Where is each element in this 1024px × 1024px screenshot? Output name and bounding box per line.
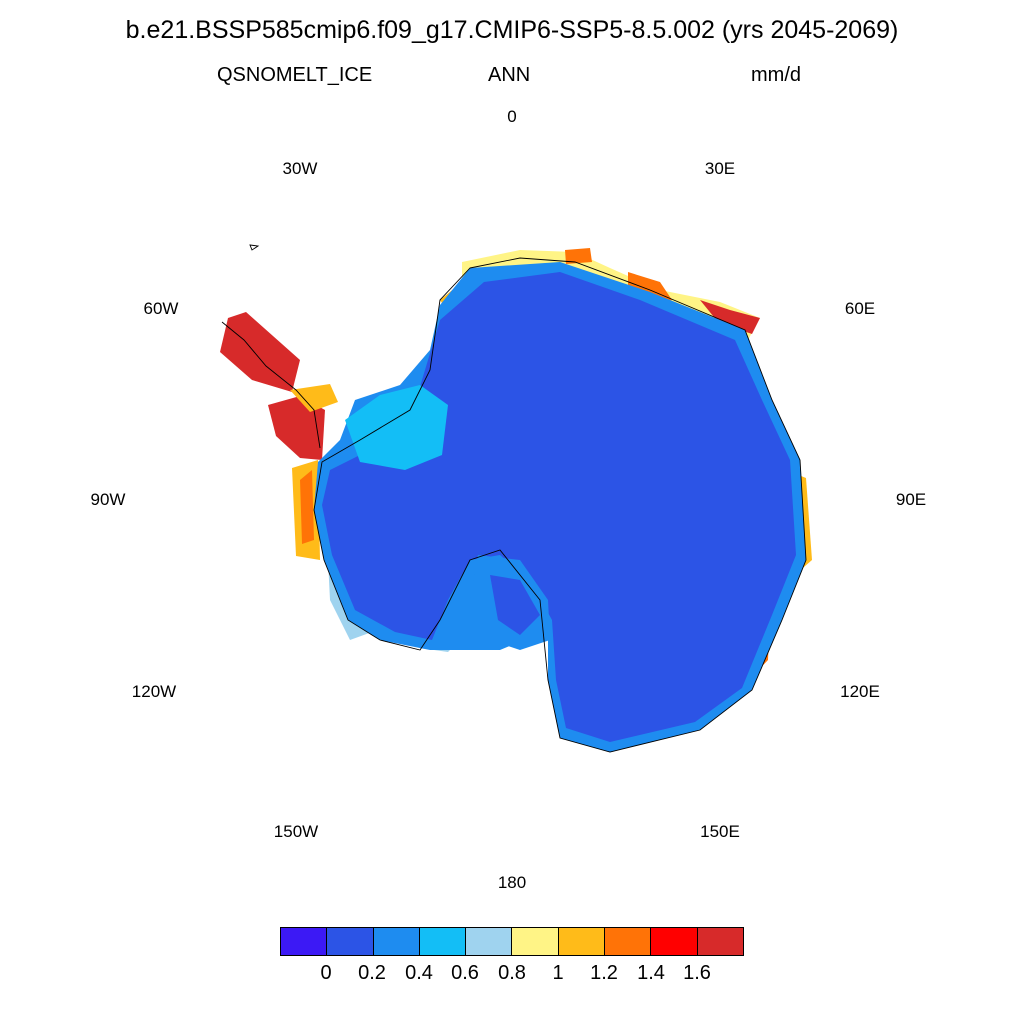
melt-fringe-7 [290,384,338,412]
ross-shelf-inner [490,575,540,635]
lon-label-30e: 30E [704,159,736,178]
lon-label-60w: 60W [143,299,179,318]
lon-label-30w: 30W [282,159,318,178]
colorbar-tick: 0.2 [358,962,386,984]
lon-label-90e: 90E [895,490,927,509]
ice-sheet [322,272,796,742]
colorbar-tick: 0.8 [498,962,526,984]
colorbar-tick: 1.4 [637,962,665,984]
colorbar-tick: 0 [320,962,332,984]
melt-fringe-3 [700,300,760,334]
plot-title: b.e21.BSSP585cmip6.f09_g17.CMIP6-SSP5-8.… [125,16,899,44]
variable-label: QSNOMELT_ICE [217,64,373,86]
lon-label-150w: 150W [273,822,319,841]
colorbar [280,927,744,956]
colorbar-swatch-9 [697,928,743,955]
coastline-0 [313,257,807,753]
colorbar-swatch-4 [466,928,513,955]
colorbar-swatch-6 [558,928,606,955]
lon-label-120w: 120W [131,682,177,701]
coastline-2 [249,244,260,251]
lon-label-120e: 120E [840,682,880,701]
units-label: mm/d [751,64,801,86]
colorbar-swatch-2 [373,928,420,955]
colorbar-swatch-0 [281,928,328,955]
colorbar-tick: 1.6 [683,962,711,984]
colorbar-swatch-1 [327,928,374,955]
lon-label-90w: 90W [90,490,126,509]
colorbar-swatch-5 [512,928,559,955]
colorbar-tick: 1 [552,962,564,984]
melt-fringe-5 [220,312,300,392]
season-label: ANN [488,64,531,86]
coastline-1 [221,321,321,449]
colorbar-tick: 1.2 [590,962,618,984]
melt-fringe-9 [300,470,314,544]
colorbar-tick: 0.6 [451,962,479,984]
colorbar-swatch-3 [419,928,467,955]
melt-fringe-1 [565,248,592,264]
snowmelt-field [220,244,812,753]
colorbar-swatch-8 [651,928,698,955]
lon-label-180: 180 [497,873,527,892]
melt-fringe-6 [268,396,325,460]
lon-label-0: 0 [507,107,517,126]
lon-label-60e: 60E [844,299,876,318]
colorbar-swatch-7 [605,928,652,955]
ronne-filchner-shelf [345,385,448,470]
colorbar-tick: 0.4 [405,962,433,984]
lon-label-150e: 150E [700,822,740,841]
